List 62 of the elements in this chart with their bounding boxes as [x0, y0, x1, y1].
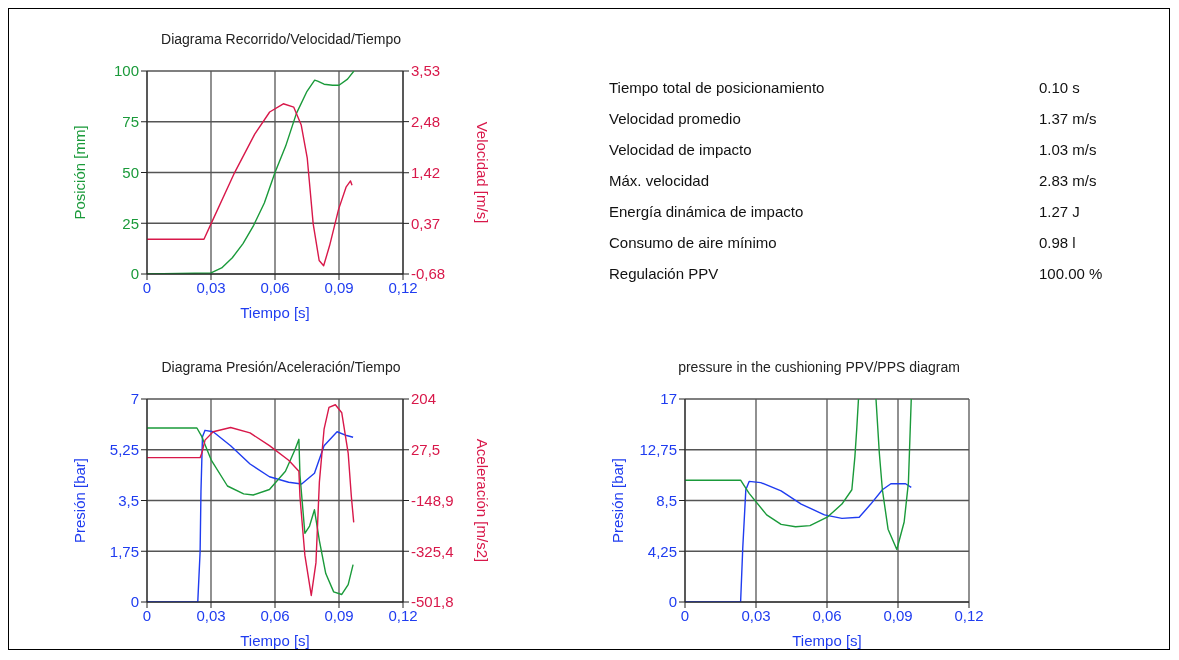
- y-tick-label: 7: [130, 390, 139, 408]
- text: Máx. velocidad: [609, 172, 711, 191]
- y2-tick-label: 2,48: [411, 112, 441, 130]
- y-tick-label: 3,5: [118, 491, 139, 509]
- x-tick-label: 0,09: [883, 606, 913, 624]
- y-tick-label: 50: [122, 163, 139, 181]
- y2-axis-title: Aceleración [m/s2]: [473, 438, 491, 563]
- chart-title: Diagrama Recorrido/Velocidad/Tiempo: [160, 31, 402, 49]
- chart-title: pressure in the cushioning PPV/PPS diagram: [677, 359, 961, 377]
- y2-tick-label: 27,5: [411, 441, 441, 459]
- y2-tick-label: -148,9: [411, 491, 454, 509]
- x-tick-label: 0,03: [196, 278, 226, 296]
- x-tick-label: 0,12: [954, 606, 984, 624]
- text: Velocidad promedio: [609, 110, 742, 129]
- x-tick-label: 0,06: [260, 278, 290, 296]
- text: Regulación PPV: [609, 265, 720, 284]
- y-tick-label: 75: [122, 113, 139, 131]
- y-tick-label: 8,5: [656, 491, 677, 509]
- x-tick-label: 0,09: [324, 606, 354, 624]
- text: 100.00 %: [1039, 265, 1104, 284]
- text: Consumo de aire mínimo: [609, 234, 778, 253]
- x-axis-title: Tiempo [s]: [792, 632, 862, 649]
- y2-tick-label: 204: [411, 390, 437, 408]
- text: 0.98 l: [1039, 234, 1077, 253]
- x-axis-title: Tiempo [s]: [240, 304, 310, 321]
- y-axis-title: Posición [mm]: [71, 125, 89, 220]
- y2-axis-title: Velocidad [m/s]: [473, 121, 491, 224]
- text: 1.37 m/s: [1039, 110, 1098, 129]
- chart-title: Diagrama Presión/Aceleración/Tiempo: [160, 359, 402, 377]
- y-tick-label: 0: [130, 265, 139, 283]
- y-tick-label: 5,25: [109, 441, 139, 459]
- x-tick-label: 0,03: [741, 606, 771, 624]
- y-tick-label: 17: [660, 390, 677, 408]
- x-tick-label: 0: [142, 278, 152, 296]
- y-tick-label: 12,75: [639, 441, 677, 459]
- y2-tick-label: 0,37: [411, 214, 441, 232]
- text: Tiempo total de posicionamiento: [609, 79, 826, 98]
- y-tick-label: 4,25: [647, 542, 677, 560]
- line-series: [147, 103, 353, 267]
- text: Energía dinámica de impacto: [609, 203, 805, 222]
- y-axis-title: Presión [bar]: [609, 457, 627, 544]
- text: 1.03 m/s: [1039, 141, 1098, 160]
- text: 0.10 s: [1039, 79, 1081, 98]
- x-tick-label: 0,03: [196, 606, 226, 624]
- text: 1.27 J: [1039, 203, 1081, 222]
- text: 2.83 m/s: [1039, 172, 1098, 191]
- x-tick-label: 0: [142, 606, 152, 624]
- y-tick-label: 0: [668, 593, 677, 611]
- y2-tick-label: 3,53: [411, 62, 441, 80]
- x-tick-label: 0,09: [324, 278, 354, 296]
- x-tick-label: 0: [680, 606, 690, 624]
- y2-tick-label: 1,42: [411, 164, 441, 182]
- x-tick-label: 0,06: [812, 606, 842, 624]
- y-axis-title: Presión [bar]: [71, 457, 89, 544]
- x-tick-label: 0,06: [260, 606, 290, 624]
- text: Velocidad de impacto: [609, 141, 753, 160]
- x-axis-title: Tiempo [s]: [240, 632, 310, 649]
- y-tick-label: 1,75: [109, 542, 139, 560]
- y-tick-label: 100: [113, 62, 139, 80]
- y2-tick-label: -325,4: [411, 542, 454, 560]
- y-tick-label: 0: [130, 593, 139, 611]
- y-tick-label: 25: [122, 214, 139, 232]
